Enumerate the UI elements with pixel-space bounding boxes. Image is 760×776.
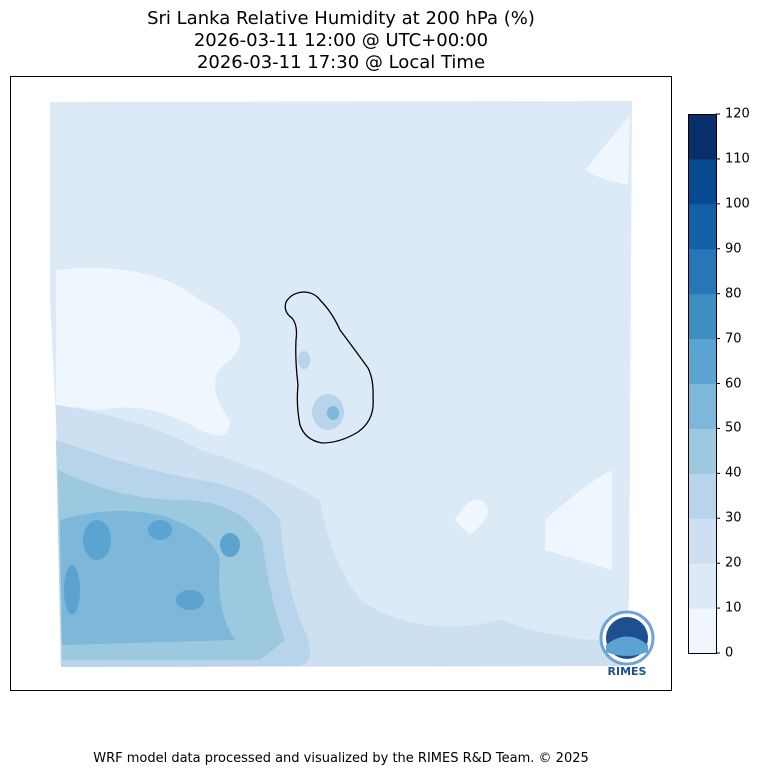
colorbar-segment — [688, 248, 716, 295]
colorbar-segment — [688, 473, 716, 519]
contour-60-70 — [148, 520, 172, 540]
contour-low-e — [545, 470, 612, 570]
colorbar-tick-label: 90 — [725, 241, 742, 257]
contour-low-ne — [585, 115, 630, 185]
contour-island-50 — [327, 406, 339, 420]
contour-60-70 — [64, 565, 80, 615]
colorbar-segment — [688, 338, 716, 384]
contour-low-w — [56, 268, 240, 436]
contour-low-mid — [455, 499, 488, 535]
colorbar-tick-label: 10 — [725, 600, 742, 616]
colorbar-tick-label: 0 — [725, 645, 734, 661]
rimes-logo-text: RIMES — [608, 665, 647, 678]
colorbar-tick-label: 80 — [725, 286, 742, 302]
sri-lanka-coastline — [284, 291, 374, 444]
colorbar-tick-label: 20 — [725, 555, 742, 571]
colorbar-segment — [688, 203, 716, 250]
colorbar-segment — [688, 158, 716, 205]
colorbar-tick-label: 40 — [725, 465, 742, 481]
contour-island-north — [298, 351, 310, 369]
colorbar — [688, 113, 720, 654]
colorbar-tick-label: 120 — [725, 106, 750, 122]
footer-credit: WRF model data processed and visualized … — [93, 751, 589, 766]
colorbar-tick-label: 50 — [725, 420, 742, 436]
colorbar-segment — [688, 428, 716, 474]
colorbar-segment — [688, 563, 716, 609]
colorbar-segment — [688, 114, 716, 160]
colorbar-segment — [688, 518, 716, 564]
title-line-1: Sri Lanka Relative Humidity at 200 hPa (… — [147, 8, 535, 29]
contour-60-70 — [83, 520, 111, 560]
colorbar-segment — [688, 608, 716, 654]
humidity-field — [50, 101, 632, 667]
colorbar-segment — [688, 293, 716, 340]
colorbar-tick-label: 30 — [725, 510, 742, 526]
colorbar-segment — [688, 383, 716, 429]
contour-60-70 — [176, 590, 204, 610]
colorbar-tick-label: 110 — [725, 151, 750, 167]
title-line-2: 2026-03-11 12:00 @ UTC+00:00 — [193, 30, 489, 51]
rimes-logo: RIMES — [599, 610, 655, 678]
contour-60-70 — [220, 533, 240, 557]
colorbar-tick-label: 70 — [725, 331, 742, 347]
colorbar-tick-label: 100 — [725, 196, 750, 212]
colorbar-tick-label: 60 — [725, 376, 742, 391]
title-line-3: 2026-03-11 17:30 @ Local Time — [196, 52, 486, 73]
